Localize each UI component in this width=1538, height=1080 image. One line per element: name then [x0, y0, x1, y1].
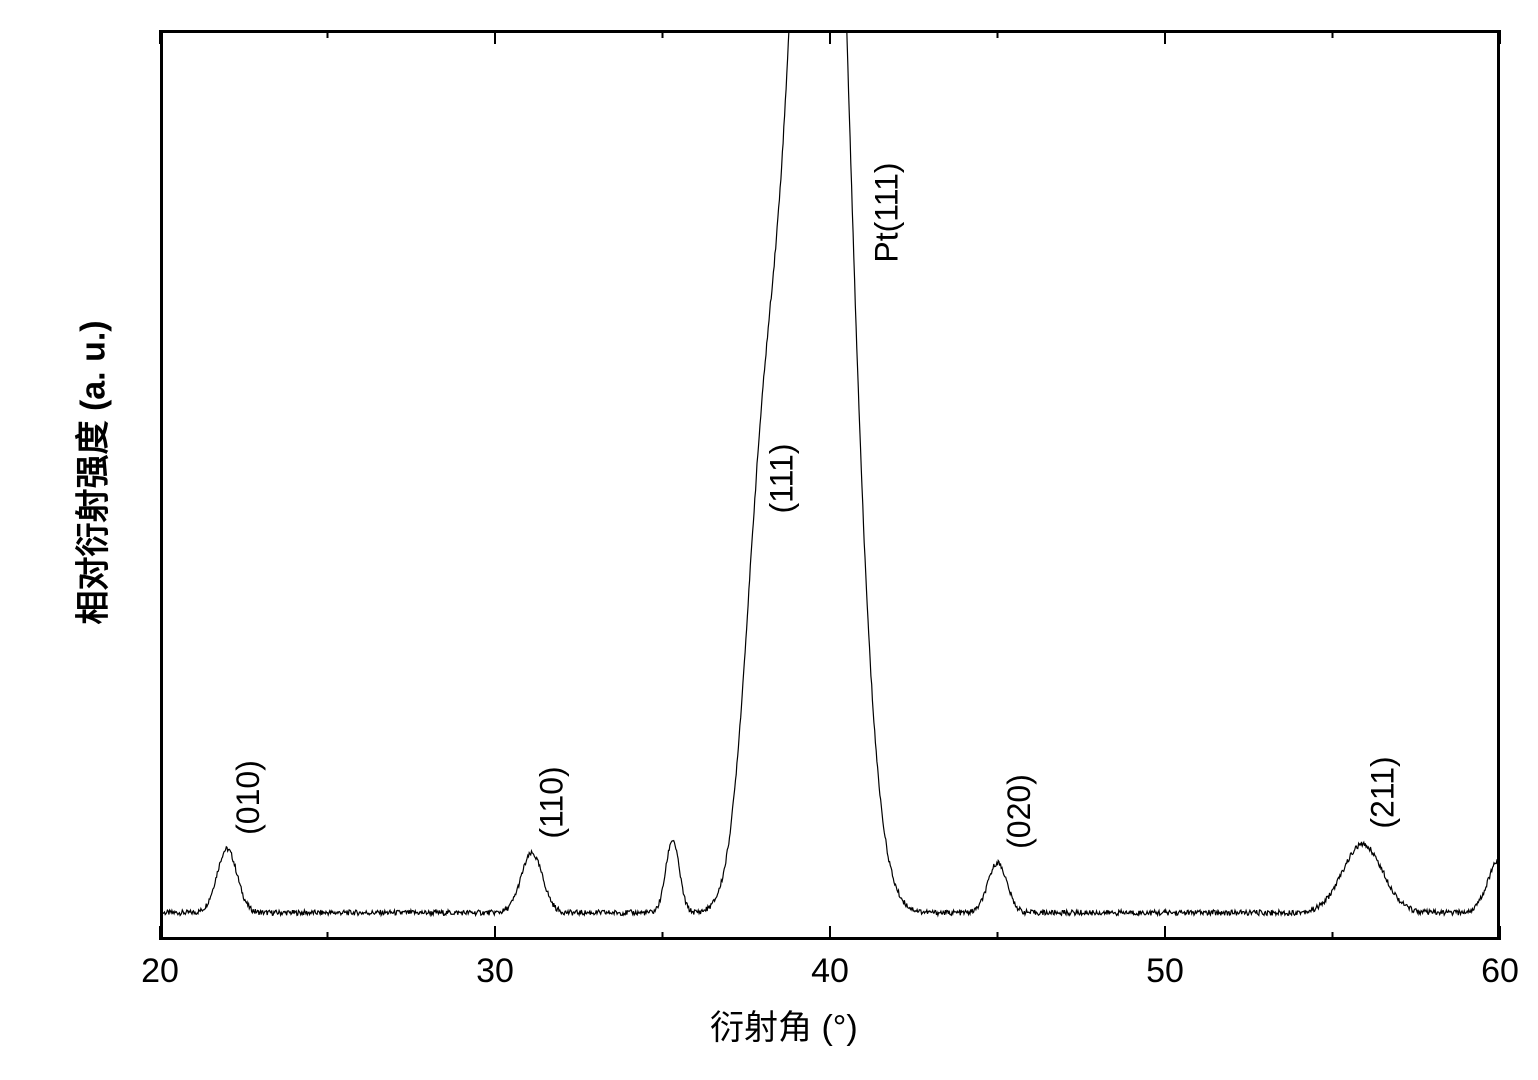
- x-tick-label: 20: [141, 952, 179, 991]
- x-tick-label: 60: [1481, 952, 1519, 991]
- xrd-figure: 相对衍射强度 (a. u.) 2030405060(010)(110)(111)…: [0, 0, 1538, 1080]
- x-tick-label: 50: [1146, 952, 1184, 991]
- x-tick-label: 30: [476, 952, 514, 991]
- peak-label: (211): [1364, 757, 1401, 829]
- xrd-curve: [160, 0, 1500, 915]
- x-axis-label: 衍射角 (°): [710, 1000, 858, 1049]
- x-tick-label: 40: [811, 952, 849, 991]
- plot-svg: [0, 0, 1538, 1080]
- peak-label: (111): [763, 443, 800, 513]
- peak-label: (020): [1000, 774, 1037, 849]
- peak-label-pt111: Pt(111): [869, 162, 906, 262]
- peak-label: (010): [230, 760, 267, 835]
- peak-label: (110): [534, 766, 571, 838]
